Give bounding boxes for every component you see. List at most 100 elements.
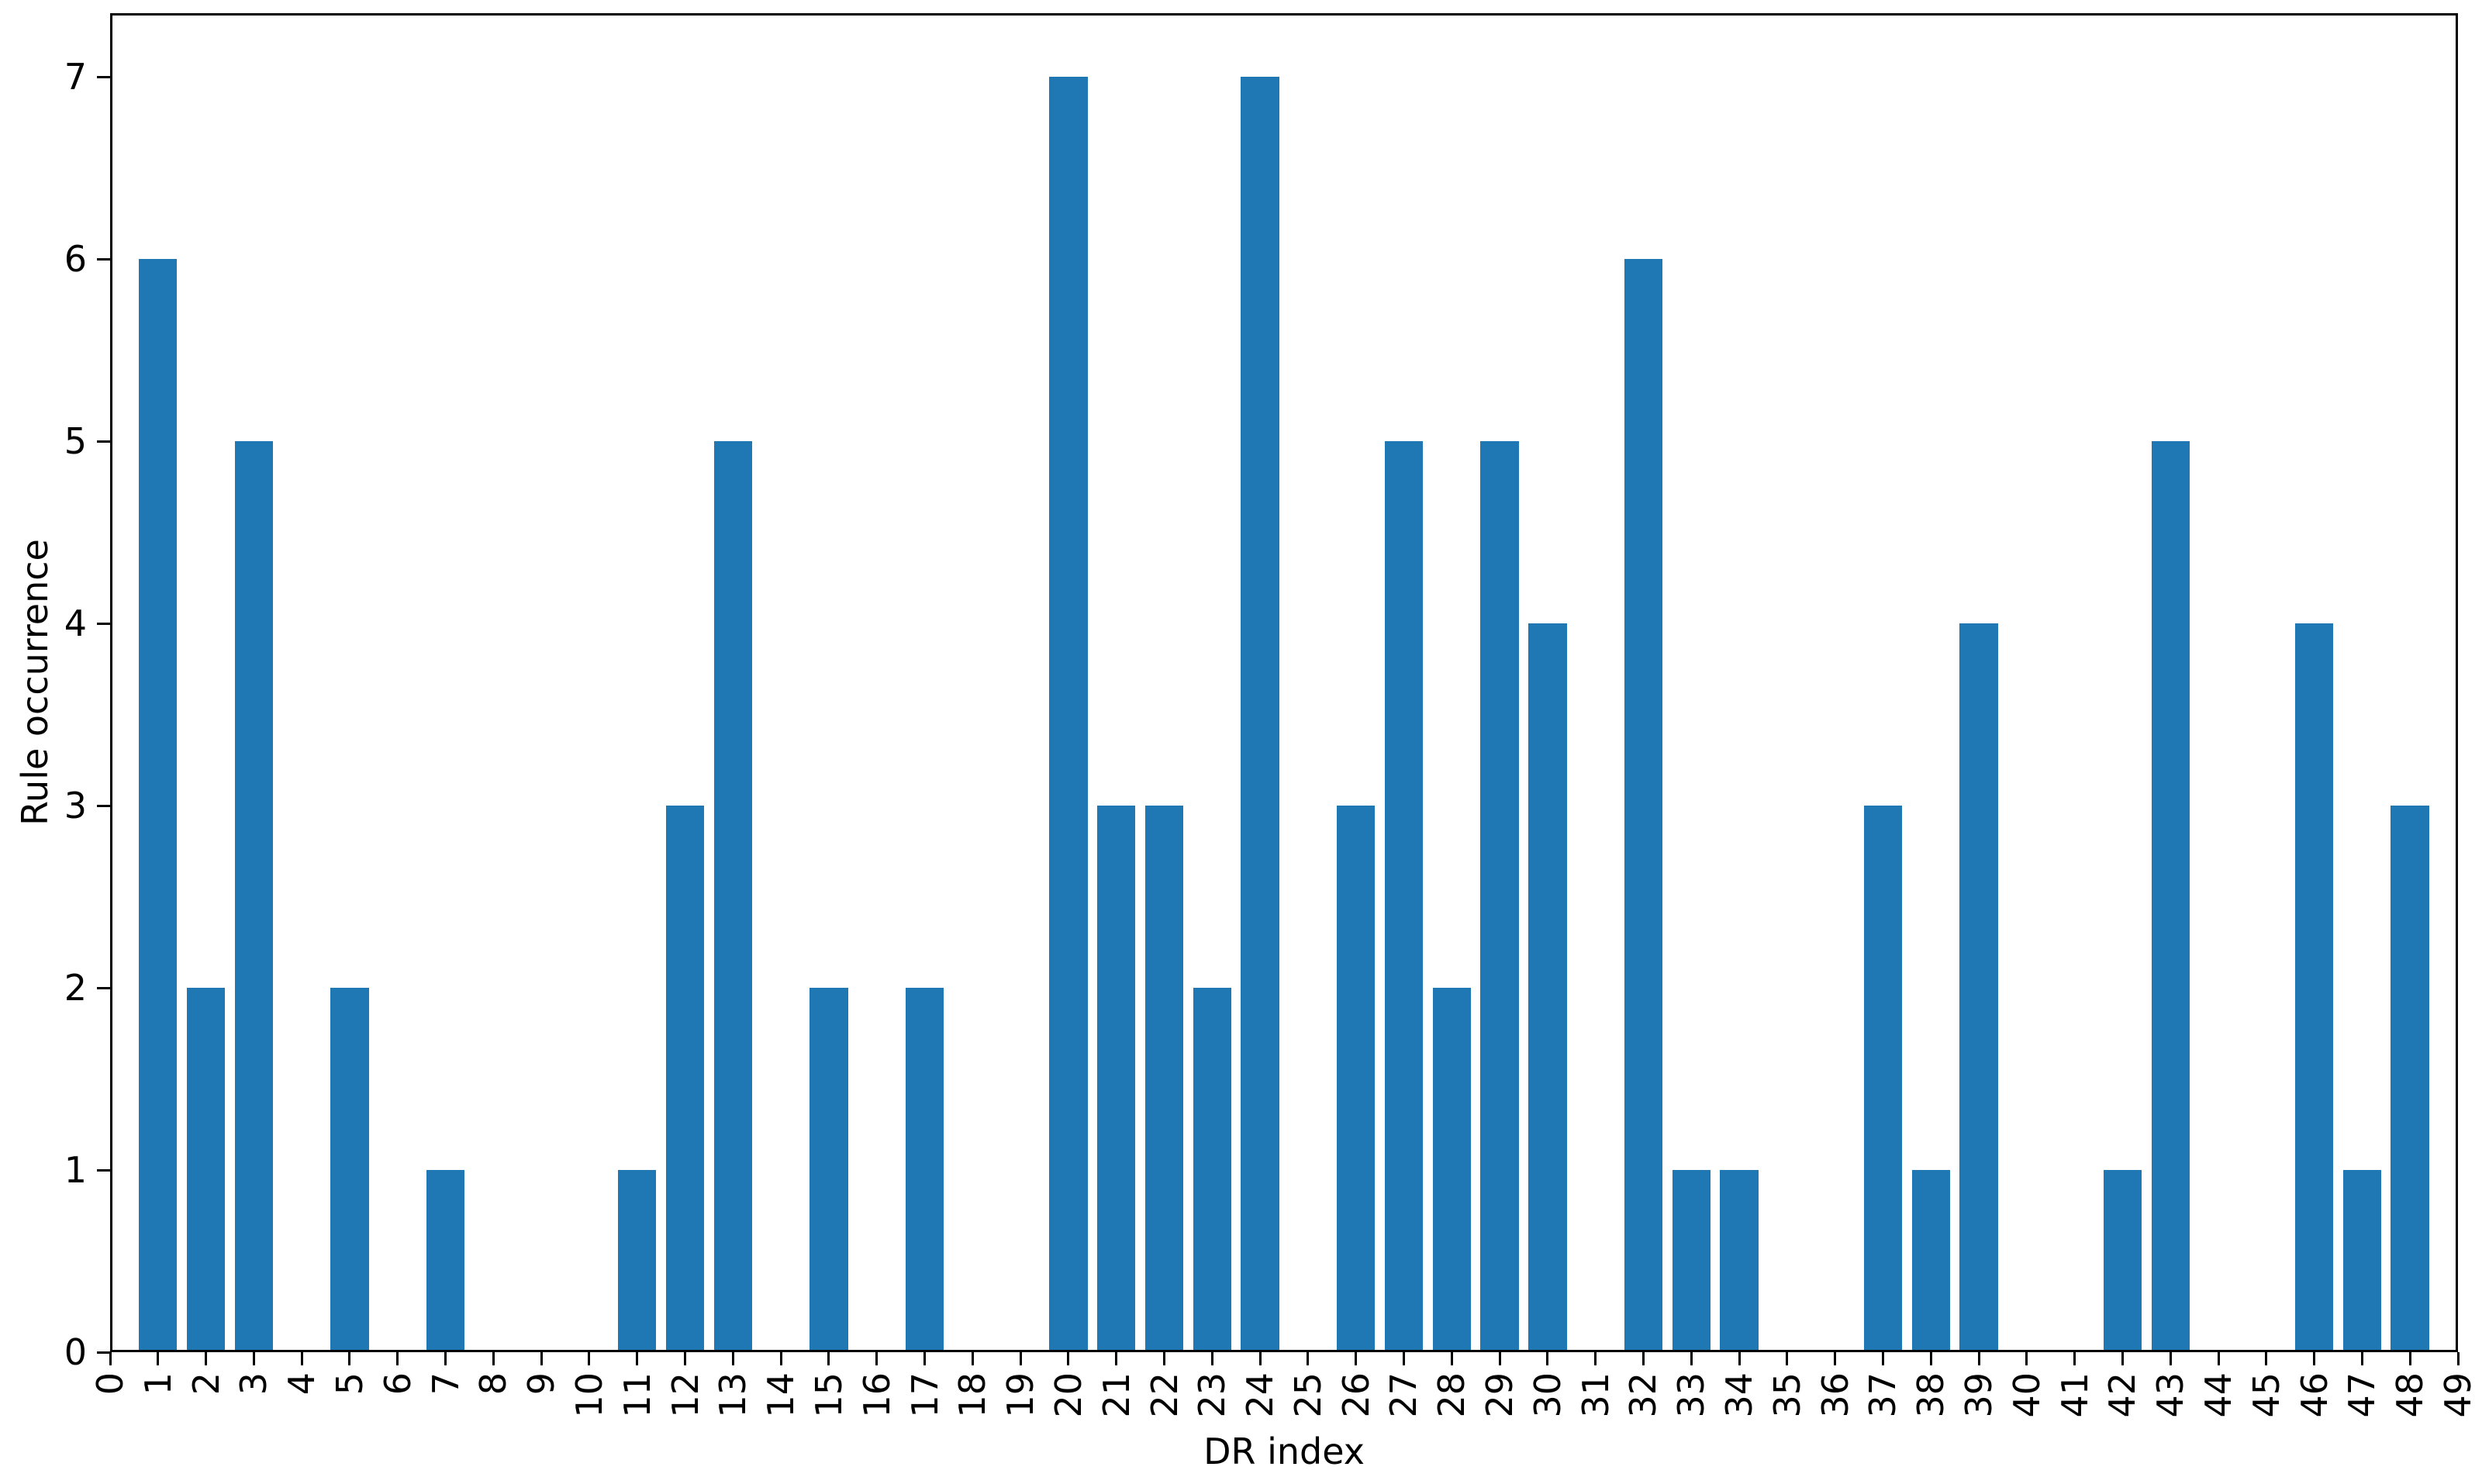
x-tick-label: 20 (1047, 1372, 1089, 1418)
x-tick-mark (157, 1352, 160, 1365)
x-tick-label: 30 (1526, 1372, 1569, 1418)
x-tick-mark (2313, 1352, 2316, 1365)
bar-2 (186, 988, 226, 1352)
bar-22 (1144, 806, 1184, 1352)
y-tick-mark (97, 257, 110, 261)
x-tick-label: 21 (1095, 1372, 1137, 1418)
bar-23 (1193, 988, 1231, 1352)
x-tick-label: 33 (1670, 1372, 1713, 1418)
x-tick-label: 32 (1622, 1372, 1665, 1418)
x-tick-label: 2 (185, 1372, 227, 1396)
x-tick-mark (1641, 1352, 1645, 1365)
x-tick-mark (540, 1352, 543, 1365)
x-tick-mark (1738, 1352, 1741, 1365)
y-tick-mark (97, 804, 110, 807)
x-tick-label: 0 (89, 1372, 131, 1396)
y-tick-label: 1 (64, 1149, 87, 1192)
y-tick-mark (97, 1168, 110, 1172)
x-tick-label: 25 (1286, 1372, 1329, 1418)
y-tick-label: 2 (64, 967, 87, 1009)
x-tick-label: 9 (520, 1372, 563, 1396)
x-tick-mark (444, 1352, 447, 1365)
x-tick-label: 39 (1958, 1372, 2000, 1418)
bar-46 (2294, 623, 2334, 1352)
x-tick-mark (1834, 1352, 1837, 1365)
bar-17 (905, 988, 944, 1352)
x-tick-mark (1067, 1352, 1070, 1365)
x-tick-mark (1690, 1352, 1693, 1365)
x-tick-mark (1594, 1352, 1597, 1365)
bar-26 (1336, 806, 1376, 1352)
x-tick-label: 43 (2149, 1372, 2192, 1418)
x-axis-label: DR index (1203, 1431, 1365, 1472)
y-axis-label: Rule occurrence (14, 539, 56, 826)
x-tick-label: 47 (2341, 1372, 2384, 1418)
x-tick-label: 13 (712, 1372, 754, 1418)
y-tick-label: 3 (64, 785, 87, 827)
x-tick-label: 37 (1862, 1372, 1904, 1418)
bar-37 (1863, 806, 1903, 1352)
x-tick-label: 46 (2293, 1372, 2335, 1418)
x-tick-label: 35 (1766, 1372, 1808, 1418)
bar-13 (713, 441, 753, 1352)
x-tick-mark (923, 1352, 927, 1365)
x-tick-mark (2025, 1352, 2028, 1365)
x-tick-mark (731, 1352, 734, 1365)
x-tick-mark (396, 1352, 399, 1365)
x-tick-mark (2360, 1352, 2363, 1365)
bar-29 (1480, 441, 1519, 1352)
x-tick-mark (1402, 1352, 1405, 1365)
x-tick-mark (2121, 1352, 2124, 1365)
y-tick-mark (97, 622, 110, 625)
x-tick-label: 8 (472, 1372, 515, 1396)
x-tick-label: 23 (1191, 1372, 1234, 1418)
x-tick-mark (2456, 1352, 2460, 1365)
x-tick-label: 6 (376, 1372, 419, 1396)
x-tick-label: 28 (1431, 1372, 1473, 1418)
x-tick-mark (1163, 1352, 1165, 1365)
bar-27 (1384, 441, 1424, 1352)
x-tick-mark (252, 1352, 255, 1365)
bar-7 (426, 1170, 465, 1352)
y-tick-mark (97, 986, 110, 989)
x-tick-mark (636, 1352, 639, 1365)
x-tick-label: 17 (903, 1372, 946, 1418)
x-tick-label: 11 (616, 1372, 658, 1418)
y-tick-mark (97, 1351, 110, 1354)
x-tick-label: 10 (568, 1372, 610, 1418)
x-tick-label: 18 (951, 1372, 994, 1418)
x-tick-mark (2408, 1352, 2411, 1365)
x-tick-label: 7 (424, 1372, 467, 1396)
y-tick-mark (97, 440, 110, 443)
x-tick-mark (1258, 1352, 1262, 1365)
x-tick-mark (1019, 1352, 1022, 1365)
x-tick-label: 38 (1910, 1372, 1952, 1418)
x-tick-label: 29 (1479, 1372, 1521, 1418)
x-tick-mark (1307, 1352, 1310, 1365)
x-tick-label: 49 (2437, 1372, 2479, 1418)
bar-38 (1911, 1170, 1950, 1352)
x-tick-mark (1786, 1352, 1789, 1365)
bar-43 (2151, 441, 2190, 1352)
bar-34 (1720, 1170, 1759, 1352)
x-tick-mark (2169, 1352, 2172, 1365)
x-tick-mark (1977, 1352, 1980, 1365)
x-tick-label: 34 (1718, 1372, 1761, 1418)
x-tick-mark (1115, 1352, 1118, 1365)
x-tick-label: 31 (1574, 1372, 1617, 1418)
bar-12 (665, 806, 705, 1352)
bar-21 (1096, 806, 1136, 1352)
x-tick-label: 40 (2005, 1372, 2048, 1418)
bar-48 (2391, 806, 2429, 1352)
x-tick-label: 1 (136, 1372, 179, 1396)
bar-32 (1624, 259, 1663, 1352)
y-tick-label: 6 (64, 238, 87, 281)
x-tick-label: 16 (855, 1372, 898, 1418)
x-tick-mark (588, 1352, 591, 1365)
bar-3 (234, 441, 274, 1352)
bar-33 (1672, 1170, 1710, 1352)
bar-11 (618, 1170, 657, 1352)
x-tick-label: 22 (1143, 1372, 1186, 1418)
x-tick-label: 41 (2053, 1372, 2096, 1418)
x-tick-mark (1450, 1352, 1453, 1365)
